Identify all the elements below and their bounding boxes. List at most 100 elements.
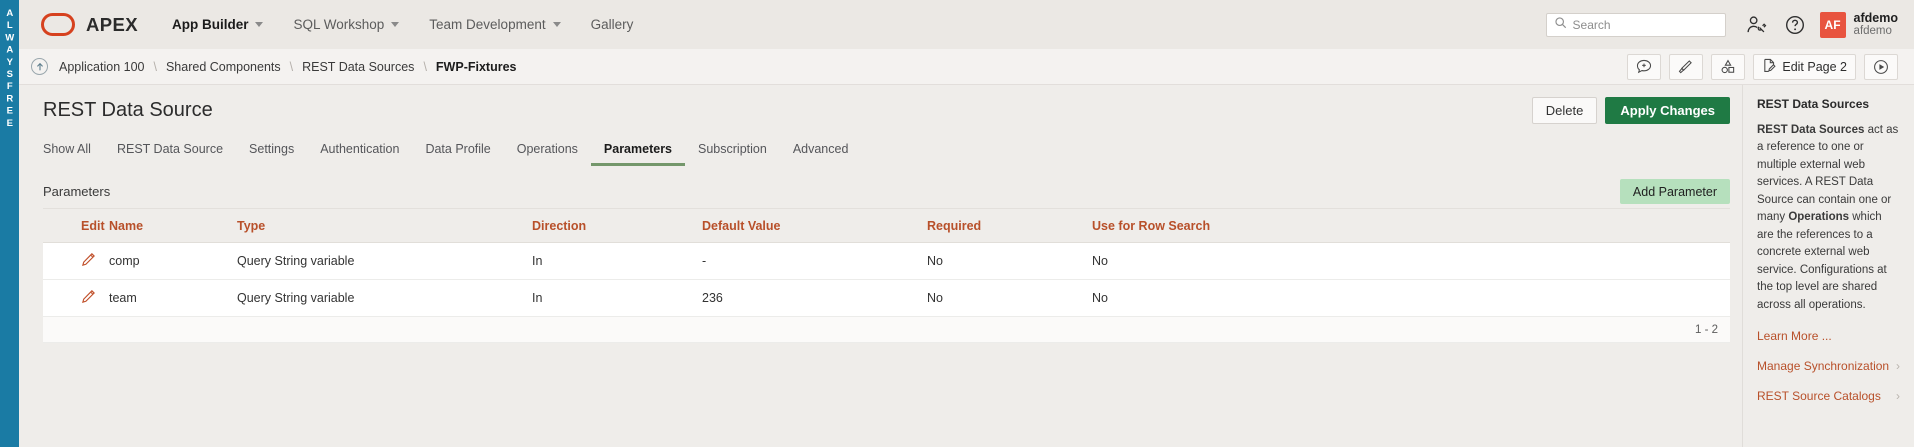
edit-page-button[interactable]: Edit Page 2 <box>1753 53 1856 80</box>
help-circle-icon[interactable] <box>1782 12 1808 38</box>
column-header-edit[interactable]: Edit <box>43 209 109 243</box>
chevron-down-icon <box>552 22 561 27</box>
cell-use-for-row-search: No <box>1092 279 1730 317</box>
nav-item-label: Team Development <box>429 17 546 32</box>
search-box[interactable] <box>1545 12 1726 37</box>
table-pagination: 1 - 2 <box>43 317 1730 343</box>
chevron-right-icon: › <box>1896 389 1900 404</box>
column-header-default-value[interactable]: Default Value <box>702 209 927 243</box>
table-header-row: Edit Name Type Direction Default Value R… <box>43 209 1730 243</box>
nav-item-label: SQL Workshop <box>293 17 385 32</box>
main-content: REST Data Source Delete Apply Changes Sh… <box>19 85 1742 447</box>
cell-required: No <box>927 242 1092 280</box>
tab-subscription[interactable]: Subscription <box>698 142 767 156</box>
add-parameter-button[interactable]: Add Parameter <box>1619 179 1730 204</box>
column-header-required[interactable]: Required <box>927 209 1092 243</box>
help-title: REST Data Sources <box>1757 97 1870 111</box>
apex-logo-icon[interactable] <box>41 13 75 36</box>
help-text: act as a reference to one or multiple ex… <box>1757 124 1899 224</box>
help-paragraph: REST Data Sources act as a reference to … <box>1757 122 1900 314</box>
shapes-icon[interactable] <box>1711 53 1746 80</box>
user-identity: afdemo afdemo <box>1854 11 1898 39</box>
breadcrumb-shared-components[interactable]: Shared Components <box>165 59 281 74</box>
top-navigation-bar: APEX App Builder SQL Workshop Team Devel… <box>19 0 1914 49</box>
comment-add-icon[interactable] <box>1627 53 1662 80</box>
page-title: REST Data Source <box>43 99 213 121</box>
nav-item-label: App Builder <box>171 17 249 32</box>
link-label: Manage Synchronization <box>1757 359 1890 374</box>
tab-settings[interactable]: Settings <box>249 142 295 156</box>
content-split: REST Data Source Delete Apply Changes Sh… <box>19 85 1914 447</box>
brand-label[interactable]: APEX <box>86 13 138 35</box>
cell-type: Query String variable <box>237 242 532 280</box>
tab-advanced[interactable]: Advanced <box>792 142 849 156</box>
page-stage: APEX App Builder SQL Workshop Team Devel… <box>19 0 1914 447</box>
help-sidebar: REST Data Sources REST Data Sources act … <box>1742 85 1914 447</box>
user-account[interactable]: AF afdemo afdemo <box>1819 11 1898 39</box>
cell-required: No <box>927 279 1092 317</box>
region-header: Parameters Add Parameter <box>43 175 1730 209</box>
user-name: afdemo <box>1853 10 1898 25</box>
apply-changes-button[interactable]: Apply Changes <box>1605 97 1730 124</box>
nav-item-label: Gallery <box>590 17 634 32</box>
search-input[interactable] <box>1572 17 1718 32</box>
arrow-up-circle-icon[interactable] <box>31 58 48 75</box>
tab-data-profile[interactable]: Data Profile <box>425 142 491 156</box>
help-text: which are the references to a concrete e… <box>1757 211 1887 311</box>
cell-name: team <box>109 279 237 317</box>
column-header-type[interactable]: Type <box>237 209 532 243</box>
tab-bar: Show All REST Data Source Settings Authe… <box>19 136 1742 166</box>
avatar: AF <box>1819 11 1846 38</box>
breadcrumb-rest-data-sources[interactable]: REST Data Sources <box>302 59 415 74</box>
table-body: comp Query String variable In - No No <box>43 242 1730 317</box>
tab-show-all[interactable]: Show All <box>43 142 91 156</box>
chevron-down-icon <box>391 22 400 27</box>
workspace-name: afdemo <box>1853 25 1892 38</box>
parameters-region: Parameters Add Parameter Edit Name Type … <box>43 175 1730 343</box>
help-text-bold: Operations <box>1788 211 1850 224</box>
nav-item-team-development[interactable]: Team Development <box>429 17 561 32</box>
page-header: REST Data Source Delete Apply Changes <box>19 85 1742 136</box>
breadcrumb-bar: Application 100 \ Shared Components \ RE… <box>19 49 1914 85</box>
nav-item-app-builder[interactable]: App Builder <box>172 17 264 32</box>
theme-brush-icon[interactable] <box>1669 53 1704 80</box>
edit-cell <box>43 242 109 280</box>
breadcrumb-separator: \ <box>289 59 294 74</box>
pencil-icon[interactable] <box>81 289 96 304</box>
run-page-icon[interactable] <box>1864 53 1898 80</box>
column-header-direction[interactable]: Direction <box>532 209 702 243</box>
tab-rest-data-source[interactable]: REST Data Source <box>116 142 224 156</box>
column-header-use-for-row-search[interactable]: Use for Row Search <box>1092 209 1730 243</box>
nav-item-gallery[interactable]: Gallery <box>591 17 634 32</box>
rest-source-catalogs-link[interactable]: REST Source Catalogs › <box>1757 389 1900 403</box>
edit-cell <box>43 279 109 317</box>
cell-default-value: 236 <box>702 279 927 317</box>
parameters-table: Edit Name Type Direction Default Value R… <box>43 209 1730 317</box>
search-icon <box>1554 16 1567 34</box>
table-row: team Query String variable In 236 No No <box>43 279 1730 317</box>
table-row: comp Query String variable In - No No <box>43 242 1730 280</box>
column-header-name[interactable]: Name <box>109 209 237 243</box>
breadcrumb-fwp-fixtures: FWP-Fixtures <box>435 59 517 74</box>
cell-type: Query String variable <box>237 279 532 317</box>
cell-direction: In <box>532 242 702 280</box>
breadcrumb-application-100[interactable]: Application 100 <box>59 59 145 74</box>
pencil-icon[interactable] <box>81 252 96 267</box>
table-header: Edit Name Type Direction Default Value R… <box>43 209 1730 243</box>
breadcrumb-separator: \ <box>153 59 157 74</box>
chevron-right-icon: › <box>1896 359 1900 374</box>
chevron-down-icon <box>255 22 264 27</box>
nav-item-sql-workshop[interactable]: SQL Workshop <box>293 17 400 32</box>
always-free-label: ALWAYSFREE <box>4 8 16 130</box>
tab-authentication[interactable]: Authentication <box>320 142 400 156</box>
manage-synchronization-link[interactable]: Manage Synchronization › <box>1757 359 1900 373</box>
always-free-banner: ALWAYSFREE <box>0 0 19 447</box>
learn-more-link[interactable]: Learn More ... <box>1757 329 1832 344</box>
tab-parameters[interactable]: Parameters <box>590 142 686 166</box>
tab-operations[interactable]: Operations <box>516 142 578 156</box>
edit-page-icon <box>1762 58 1777 76</box>
delete-button[interactable]: Delete <box>1531 97 1598 124</box>
user-settings-icon[interactable] <box>1744 12 1770 38</box>
help-text-bold: REST Data Sources <box>1757 124 1865 136</box>
